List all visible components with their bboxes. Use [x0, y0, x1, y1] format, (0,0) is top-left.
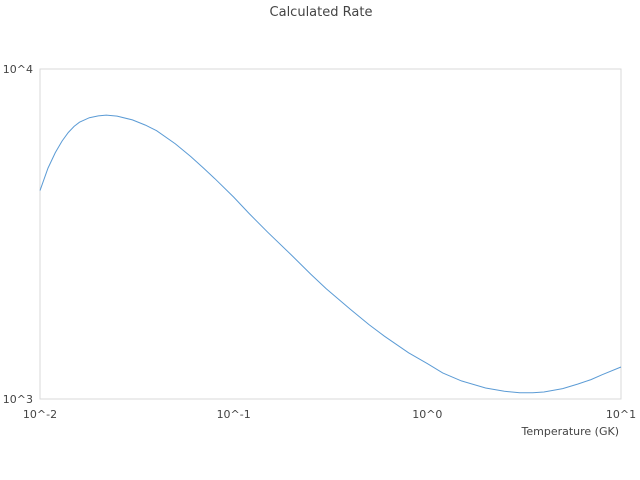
series-layer: [39, 114, 622, 394]
plot-area: [39, 68, 622, 400]
x-tick-label: 10^-1: [217, 408, 251, 421]
series-line: [39, 114, 622, 394]
y-tick-label: 10^4: [3, 63, 33, 76]
y-axis: 10^3 10^4: [3, 63, 33, 406]
x-tick-label: 10^0: [412, 408, 442, 421]
y-tick-label: 10^3: [3, 393, 33, 406]
x-axis-label: Temperature (GK): [521, 425, 620, 438]
x-tick-label: 10^-2: [23, 408, 57, 421]
chart-title: Calculated Rate: [270, 5, 373, 20]
x-tick-label: 10^1: [606, 408, 636, 421]
x-axis: 10^-2 10^-1 10^0 10^1: [23, 408, 636, 421]
